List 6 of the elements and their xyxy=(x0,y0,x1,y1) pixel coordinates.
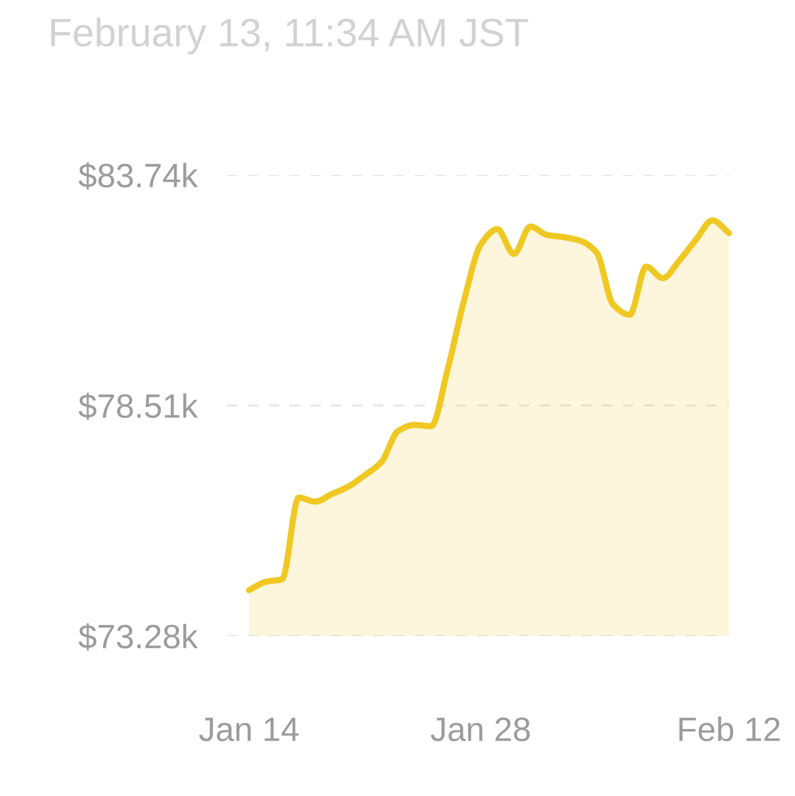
y-tick-label: $78.51k xyxy=(78,392,198,420)
x-tick-label: Jan 28 xyxy=(430,717,530,742)
x-tick-label: Jan 14 xyxy=(199,718,299,742)
y-tick-label: $83.74k xyxy=(78,162,198,190)
y-tick-label: $73.28k xyxy=(78,623,198,651)
x-tick-label: Feb 12 xyxy=(679,716,780,742)
